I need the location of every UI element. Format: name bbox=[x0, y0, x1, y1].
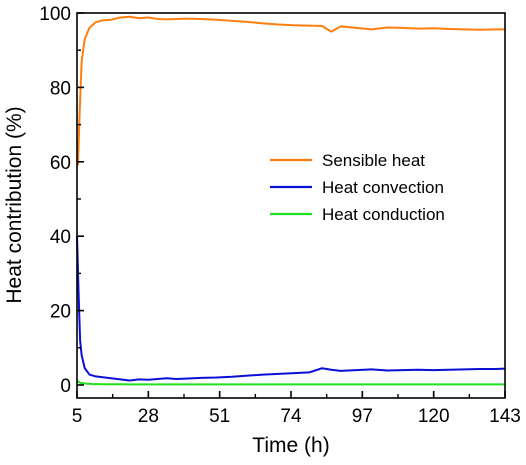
x-axis: 5 28 51 74 97 120 143 bbox=[72, 391, 521, 427]
x-tick-label: 143 bbox=[489, 406, 521, 427]
y-tick-label: 0 bbox=[60, 376, 71, 397]
series-line-2 bbox=[76, 236, 506, 382]
y-axis: 0 20 40 60 80 100 bbox=[39, 4, 84, 397]
x-axis-title: Time (h) bbox=[252, 434, 329, 457]
series-line-1 bbox=[76, 15, 505, 166]
x-tick-label: 5 bbox=[72, 406, 83, 427]
y-tick-label: 40 bbox=[50, 227, 71, 248]
series-line-3 bbox=[76, 379, 505, 386]
x-tick-label: 28 bbox=[138, 406, 159, 427]
legend: Sensible heat Heat convection Heat conduct… bbox=[270, 151, 445, 224]
x-tick-label: 74 bbox=[280, 406, 302, 427]
x-tick-label: 120 bbox=[418, 406, 450, 427]
y-tick-label: 100 bbox=[39, 4, 71, 25]
legend-label-3: Heat conduction bbox=[322, 205, 445, 224]
y-tick-label: 60 bbox=[50, 153, 71, 174]
y-tick-label: 20 bbox=[50, 302, 71, 323]
x-tick-label: 97 bbox=[352, 406, 373, 427]
lines-layer bbox=[76, 15, 506, 386]
y-axis-title: Heat contribution (%) bbox=[3, 106, 26, 303]
legend-label-1: Sensible heat bbox=[322, 151, 425, 170]
y-tick-label: 80 bbox=[50, 78, 71, 99]
x-tick-label: 51 bbox=[209, 406, 230, 427]
legend-label-2: Heat convection bbox=[322, 178, 444, 197]
